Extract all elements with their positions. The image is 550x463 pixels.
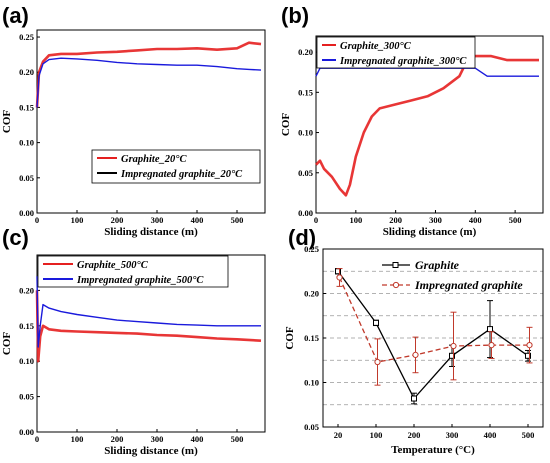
x-tick-label: 100: [71, 434, 84, 444]
plot-frame: [315, 35, 544, 214]
x-axis-label: Sliding distance (m): [104, 226, 198, 238]
panel-letter: (c): [2, 225, 29, 250]
x-tick-label: 300: [429, 215, 442, 225]
y-tick-label: 0.20: [298, 47, 313, 57]
legend-label: Graphite_300°C: [340, 41, 412, 52]
y-tick-label: 0.10: [298, 128, 313, 138]
legend-marker: [392, 262, 399, 268]
data-point: [449, 352, 455, 359]
y-tick-label: 0.00: [19, 208, 34, 218]
y-tick-label: 0.20: [304, 289, 319, 299]
y-axis-label: COF: [1, 110, 13, 134]
y-tick-label: 0.05: [298, 168, 313, 178]
x-tick-label: 200: [408, 430, 421, 440]
y-tick-label: 0.25: [19, 32, 34, 42]
series-line-impregnated: [36, 276, 261, 348]
y-tick-label: 0.05: [19, 392, 34, 402]
y-tick-label: 0.15: [19, 321, 34, 331]
x-tick-label: 300: [151, 215, 164, 225]
x-tick-label: 400: [191, 434, 204, 444]
x-tick-label: 500: [522, 430, 535, 440]
y-tick-label: 0.10: [19, 356, 34, 366]
y-axis-label: COF: [1, 332, 13, 356]
panel-d: 20 100 200 300 400 500 0.05 0.10 0.15 0.20 0.25 Tem…: [284, 225, 544, 456]
x-tick-label: 20: [334, 430, 343, 440]
data-point: [412, 351, 419, 359]
y-axis-label: COF: [280, 113, 292, 137]
x-tick-label: 500: [231, 215, 244, 225]
legend-marker: [392, 281, 400, 289]
legend-label: Impregnated graphite_300°C: [339, 56, 467, 67]
y-tick-label: 0.10: [304, 378, 319, 388]
x-tick-label: 400: [191, 215, 204, 225]
x-tick-label: 400: [484, 430, 497, 440]
legend-box: [316, 36, 476, 69]
x-tick-label: 300: [446, 430, 459, 440]
y-tick-label: 0.05: [19, 173, 34, 183]
panel-c: 0 100 200 300 400 500 0.00 0.05 0.10 0.15 0.20 Slid…: [1, 225, 266, 457]
x-tick-label: 400: [469, 215, 482, 225]
y-tick-label: 0.10: [19, 138, 34, 148]
legend-box: [91, 149, 261, 184]
x-axis-label: Sliding distance (m): [383, 226, 477, 238]
legend-label: Graphite_20°C: [121, 154, 187, 165]
data-point: [336, 274, 343, 281]
data-point: [526, 342, 533, 349]
series-line-impregnated: [36, 57, 262, 108]
x-axis-label: Temperature (°C): [391, 444, 475, 456]
y-tick-label: 0.00: [298, 208, 313, 218]
y-axis-label: COF: [284, 326, 296, 350]
y-tick-label: 0.20: [19, 67, 34, 77]
panel-letter: (b): [281, 3, 309, 28]
x-tick-label: 0: [314, 215, 318, 225]
x-tick-label: 200: [389, 215, 402, 225]
y-tick-label: 0.25: [304, 244, 319, 254]
x-tick-label: 500: [231, 434, 244, 444]
series-line-impregnated: [315, 67, 539, 77]
x-tick-label: 100: [349, 215, 362, 225]
x-tick-label: 0: [35, 434, 39, 444]
panel-b: 0 100 200 300 400 500 0.00 0.05 0.10 0.15 0.20 Slid…: [280, 3, 544, 238]
panel-letter: (d): [288, 225, 316, 250]
x-tick-label: 200: [111, 215, 124, 225]
x-tick-label: 100: [71, 215, 84, 225]
data-point: [374, 358, 381, 366]
x-tick-label: 500: [509, 215, 522, 225]
y-tick-label: 0.05: [304, 422, 319, 432]
plot-frame: [322, 248, 544, 428]
data-point: [373, 319, 379, 326]
legend-label: Graphite: [415, 258, 460, 272]
x-tick-label: 0: [35, 215, 39, 225]
data-point: [450, 342, 457, 350]
x-tick-label: 100: [370, 430, 383, 440]
legend-label: Impregnated graphite_20°C: [120, 169, 243, 180]
x-axis-label: Sliding distance (m): [104, 445, 198, 457]
y-tick-label: 0.20: [19, 285, 34, 295]
y-tick-label: 0.15: [298, 87, 313, 97]
x-tick-label: 200: [111, 434, 124, 444]
series-line-graphite: [35, 290, 262, 363]
y-tick-label: 0.15: [19, 102, 34, 112]
series-line-graphite: [315, 54, 539, 197]
legend-box: [37, 255, 229, 288]
legend-label: Impregnated graphite: [414, 278, 523, 292]
panel-a: 0 100 200 300 400 500 0.00 0.05 0.10 0.15 0.20 0.25…: [1, 3, 266, 238]
y-tick-label: 0.00: [19, 427, 34, 437]
data-point: [488, 342, 495, 349]
plot-frame: [36, 29, 266, 214]
panel-letter: (a): [2, 3, 29, 28]
x-tick-label: 300: [151, 434, 164, 444]
legend-label: Graphite_500°C: [77, 260, 149, 271]
y-tick-label: 0.15: [304, 333, 319, 343]
series-line-graphite: [35, 41, 262, 108]
data-point: [411, 395, 417, 402]
data-point: [487, 326, 493, 333]
legend-label: Impregnated graphite_500°C: [76, 275, 204, 286]
series-line-graphite: [337, 270, 529, 400]
data-point: [525, 352, 531, 359]
